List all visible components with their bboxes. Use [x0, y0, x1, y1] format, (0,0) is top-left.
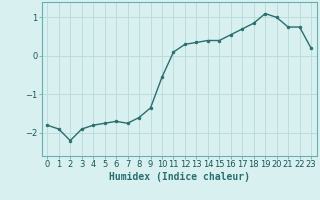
X-axis label: Humidex (Indice chaleur): Humidex (Indice chaleur)	[109, 172, 250, 182]
